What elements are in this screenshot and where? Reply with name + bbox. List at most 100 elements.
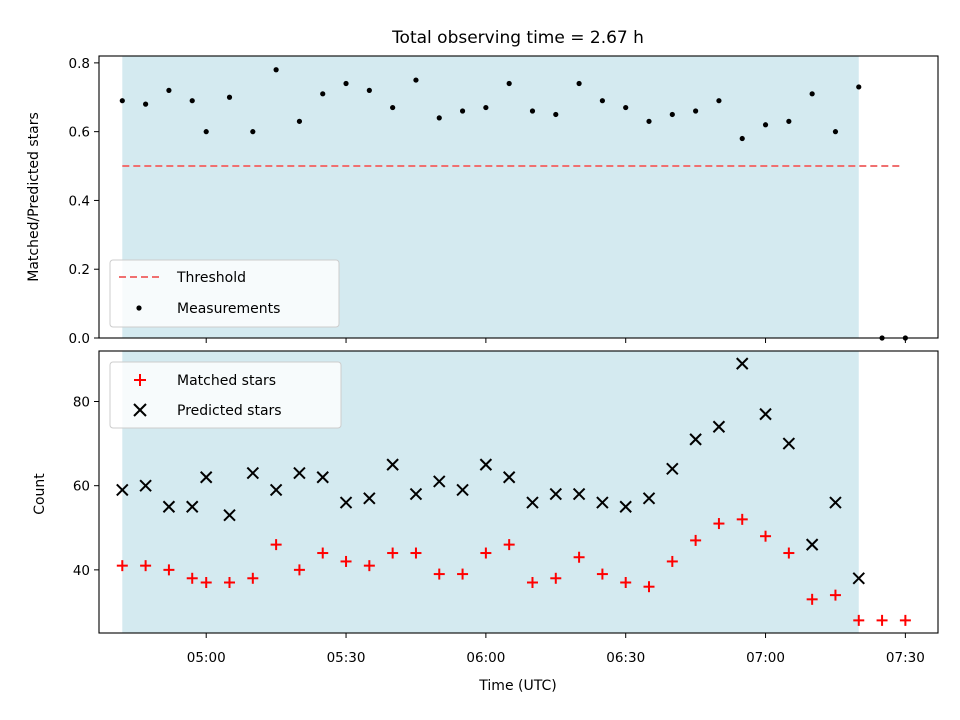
bottom-x-tick-label: 05:00: [187, 650, 226, 666]
measurement-point: [436, 115, 442, 121]
measurement-point: [459, 108, 466, 114]
measurement-point: [623, 104, 629, 111]
measurement-point: [856, 84, 862, 90]
matched-star-point: [340, 555, 352, 567]
top-y-tick-label: 0.0: [69, 331, 90, 347]
measurement-point: [413, 77, 419, 83]
matched-star-point: [140, 560, 152, 572]
predicted-star-point: [642, 492, 656, 505]
bottom-plot-frame: [98, 350, 939, 634]
matched-star-point: [526, 576, 538, 588]
predicted-star-point: [526, 496, 539, 509]
predicted-star-point: [619, 500, 632, 513]
matched-star-point: [550, 572, 562, 584]
measurement-point: [273, 67, 279, 73]
legend-measurements-label: Measurements: [177, 301, 280, 317]
matched-star-point: [270, 539, 282, 551]
top-y-tick-label: 0.2: [69, 262, 90, 278]
measurement-point: [553, 111, 559, 118]
measurement-point: [739, 135, 745, 142]
measurement-point: [320, 91, 326, 97]
matched-star-point: [713, 518, 725, 530]
predicted-star-point: [223, 508, 236, 522]
bottom-x-tick-label: 05:30: [327, 650, 366, 666]
matched-star-point: [760, 530, 772, 542]
bottom-y-tick-label: 40: [73, 563, 90, 579]
measurement-point: [119, 98, 125, 104]
matched-star-point: [876, 614, 888, 626]
top-y-tick-label: 0.4: [69, 193, 90, 209]
predicted-star-point: [736, 357, 749, 370]
measurement-point: [786, 118, 792, 124]
measurement-point: [143, 101, 149, 107]
matched-star-point: [596, 568, 608, 580]
predicted-star-point: [805, 538, 819, 551]
top-panel: 0.00.20.40.60.8 Matched/Predicted stars …: [26, 55, 939, 347]
matched-star-point: [163, 564, 175, 576]
predicted-stars-points: [116, 357, 865, 585]
predicted-star-point: [162, 500, 176, 513]
bottom-panel: 40 60 80 05:00 05:30 06:00 06:30 07:00 07:30 Co…: [32, 350, 939, 694]
predicted-star-point: [293, 466, 306, 480]
matched-star-point: [899, 614, 911, 626]
predicted-star-point: [502, 471, 516, 484]
legend-matched-label: Matched stars: [177, 373, 276, 389]
matched-star-point: [643, 581, 655, 593]
predicted-star-point: [246, 466, 260, 480]
matched-star-point: [293, 564, 305, 576]
matched-star-point: [224, 576, 236, 588]
top-y-ticks: 0.0 0.2 0.4 0.6 0.8: [69, 56, 99, 347]
legend-measurements-swatch: [136, 305, 142, 311]
matched-star-point: [736, 513, 748, 525]
matched-star-point: [503, 539, 515, 551]
predicted-star-point: [782, 437, 796, 450]
measurement-point: [343, 80, 349, 87]
top-y-tick-label: 0.6: [69, 125, 90, 141]
predicted-star-point: [316, 471, 329, 484]
matched-star-point: [247, 572, 259, 584]
bottom-x-tick-label: 06:00: [466, 650, 505, 666]
bottom-x-ticks: 05:00 05:30 06:00 06:30 07:00 07:30: [187, 633, 925, 666]
measurement-point: [296, 118, 303, 124]
measurement-point: [693, 108, 699, 114]
predicted-star-point: [596, 496, 609, 509]
matched-star-point: [116, 560, 128, 572]
predicted-star-point: [852, 572, 865, 585]
measurement-point: [483, 104, 489, 111]
bottom-legend-box: [109, 361, 342, 429]
bottom-y-ticks: 40 60 80: [73, 395, 99, 579]
legend-predicted-label: Predicted stars: [177, 403, 282, 419]
matched-star-point: [806, 593, 818, 605]
legend-matched-swatch: [134, 374, 146, 386]
matched-star-point: [200, 576, 212, 588]
top-legend-box: [109, 259, 340, 328]
bottom-y-tick-label: 60: [73, 479, 90, 495]
matched-star-point: [317, 547, 329, 559]
matched-star-point: [829, 589, 841, 601]
bottom-y-axis-label: Count: [32, 473, 48, 515]
predicted-star-point: [712, 420, 726, 433]
predicted-star-point: [363, 492, 376, 505]
matched-star-point: [690, 534, 702, 546]
predicted-star-point: [386, 458, 399, 471]
measurement-point: [832, 129, 839, 135]
bottom-x-tick-label: 07:30: [886, 650, 925, 666]
top-y-axis-label: Matched/Predicted stars: [26, 112, 42, 282]
measurement-point: [576, 80, 582, 87]
legend-threshold-label: Threshold: [176, 270, 246, 286]
measurement-point: [669, 111, 675, 118]
predicted-star-point: [139, 479, 152, 492]
predicted-star-point: [116, 483, 129, 497]
top-plot-frame: [98, 55, 939, 339]
measurement-point: [166, 87, 172, 93]
matched-star-point: [363, 560, 375, 572]
predicted-star-point: [666, 462, 679, 476]
measurement-point: [529, 108, 536, 114]
matched-star-point: [186, 572, 198, 584]
measurement-point: [506, 80, 512, 87]
matched-star-point: [853, 614, 865, 626]
matched-star-point: [433, 568, 445, 580]
predicted-star-point: [572, 487, 586, 501]
matched-star-point: [410, 547, 422, 559]
